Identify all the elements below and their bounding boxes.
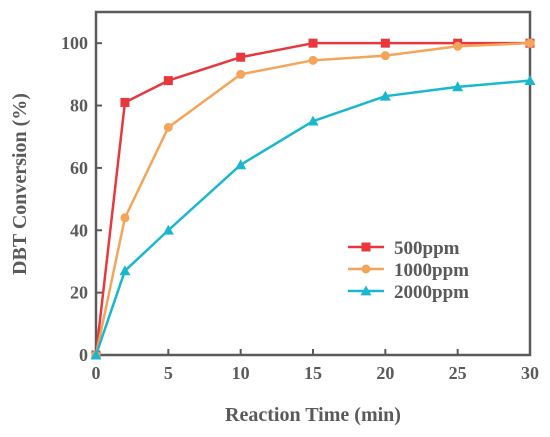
y-tick-label: 80: [70, 96, 88, 116]
data-point: [120, 97, 130, 107]
data-point: [453, 41, 463, 51]
data-point: [163, 76, 173, 86]
data-point: [380, 38, 390, 48]
data-point: [236, 52, 246, 62]
legend-item: 2000ppm: [348, 282, 469, 303]
y-tick-label: 40: [70, 220, 88, 240]
data-point: [379, 90, 391, 101]
legend-label: 2000ppm: [394, 282, 469, 303]
legend-item: 500ppm: [348, 238, 460, 259]
data-point: [380, 51, 390, 61]
y-tick-label: 0: [79, 345, 88, 365]
x-tick-label: 5: [164, 363, 173, 383]
legend-marker: [361, 242, 371, 252]
data-point: [90, 349, 102, 360]
data-point: [308, 38, 318, 48]
data-point: [307, 115, 319, 126]
series-2000ppm: [90, 75, 536, 360]
data-point: [452, 81, 464, 92]
series-line: [94, 41, 530, 356]
y-tick-label: 100: [61, 33, 88, 53]
data-point: [236, 69, 246, 79]
data-point: [119, 265, 131, 276]
legend-marker: [361, 264, 371, 274]
x-tick-label: 15: [304, 363, 322, 383]
data-point: [525, 38, 535, 48]
series-line: [94, 41, 531, 356]
x-tick-label: 20: [376, 363, 394, 383]
legend-item: 1000ppm: [348, 260, 469, 281]
data-point: [308, 55, 318, 65]
data-point: [235, 159, 247, 170]
x-tick-label: 25: [449, 363, 467, 383]
x-tick-label: 10: [232, 363, 250, 383]
series: [90, 38, 536, 360]
ticks: 0 5 10 15 20 25 30 0 20 40 60 80 100: [61, 33, 539, 383]
y-tick-label: 20: [70, 283, 88, 303]
legend-marker: [360, 285, 372, 296]
y-tick-label: 60: [70, 158, 88, 178]
x-axis-title: Reaction Time (min): [225, 404, 401, 426]
data-point: [162, 224, 174, 235]
data-point: [524, 75, 536, 85]
legend-label: 500ppm: [394, 238, 460, 259]
y-axis-title: DBT Conversion (%): [9, 93, 31, 275]
legend-label: 1000ppm: [394, 260, 469, 281]
x-tick-label: 30: [521, 363, 539, 383]
series-line: [94, 79, 531, 356]
x-tick-label: 0: [92, 363, 101, 383]
data-point: [120, 213, 130, 223]
data-point: [163, 122, 173, 132]
